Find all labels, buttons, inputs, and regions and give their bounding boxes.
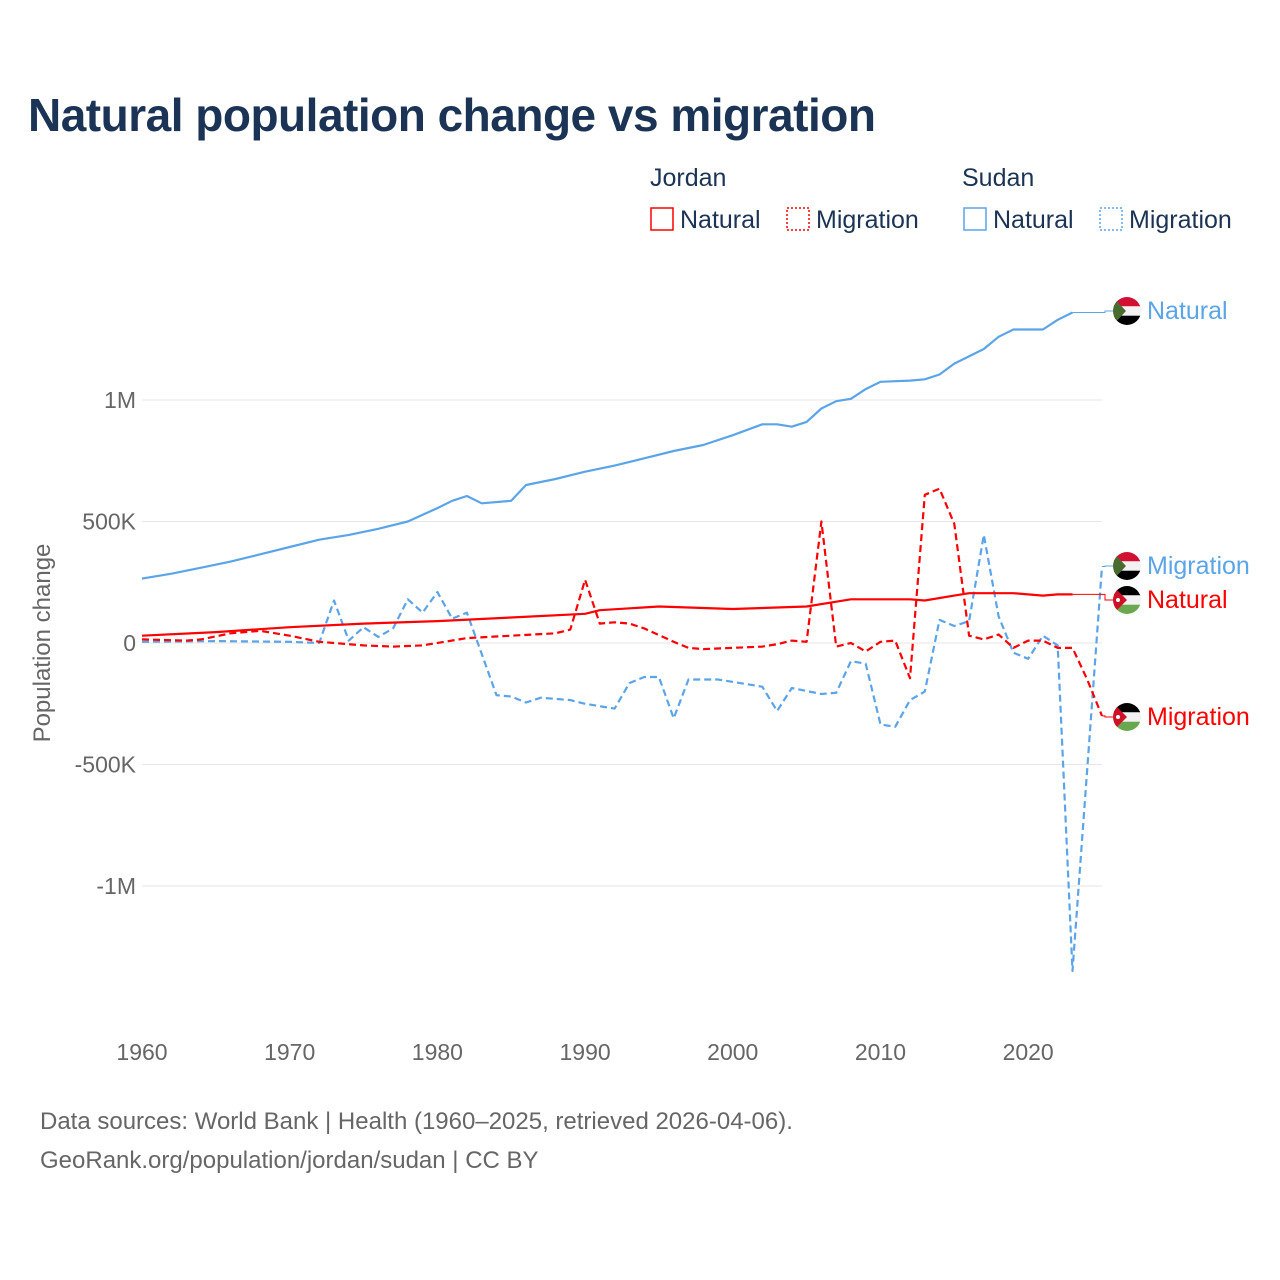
legend-group-sudan: Sudan (962, 164, 1034, 192)
sudan-flag-icon (1113, 552, 1141, 580)
x-tick-label: 1960 (116, 1039, 167, 1065)
end-label-sudan-natural: Natural (1147, 297, 1228, 325)
series-line-jordan-natural (141, 592, 1073, 637)
legend-swatch-sudan-migration (1099, 207, 1123, 231)
series-line-sudan-natural (141, 311, 1073, 580)
legend-swatch-jordan-migration (786, 207, 810, 231)
legend-item-sudan-migration[interactable]: Migration (1129, 206, 1232, 234)
end-label-jordan-natural: Natural (1147, 586, 1228, 614)
end-labels: Natural Migration Natural Migration (1072, 297, 1250, 731)
legend-item-jordan-natural[interactable]: Natural (680, 206, 761, 234)
legend-group-jordan: Jordan (650, 164, 726, 192)
legend-swatch-jordan-natural (650, 207, 674, 231)
x-tick-label: 2020 (1003, 1039, 1054, 1065)
legend: Jordan Natural Migration Sudan Natural M… (650, 164, 1232, 234)
y-tick-label: -1M (96, 873, 136, 899)
label-connector (1072, 593, 1113, 601)
y-axis: 1M 500K 0 -500K -1M (75, 387, 137, 899)
footer-link[interactable]: GeoRank.org/population/jordan/sudan | CC… (40, 1147, 539, 1174)
label-connector (1102, 715, 1113, 718)
series-line-jordan-migration (141, 487, 1104, 717)
chart-title: Natural population change vs migration (28, 89, 876, 141)
legend-item-sudan-natural[interactable]: Natural (993, 206, 1074, 234)
y-tick-label: 1M (104, 387, 136, 413)
x-axis: 1960 1970 1980 1990 2000 2010 2020 (116, 1039, 1053, 1065)
x-tick-label: 1990 (559, 1039, 610, 1065)
y-axis-label: Population change (29, 544, 56, 743)
x-tick-label: 1980 (412, 1039, 463, 1065)
series-lines (141, 311, 1104, 973)
jordan-flag-icon (1113, 586, 1141, 614)
end-label-sudan-migration: Migration (1147, 552, 1250, 580)
x-tick-label: 1970 (264, 1039, 315, 1065)
x-tick-label: 2010 (855, 1039, 906, 1065)
y-tick-label: 500K (82, 509, 136, 535)
label-connector (1072, 310, 1113, 314)
series-line-sudan-migration (141, 533, 1104, 973)
x-tick-label: 2000 (707, 1039, 758, 1065)
legend-swatch-sudan-natural (963, 207, 987, 231)
y-tick-label: -500K (75, 752, 137, 778)
legend-item-jordan-migration[interactable]: Migration (816, 206, 919, 234)
grid (142, 399, 1102, 887)
y-tick-label: 0 (123, 630, 136, 656)
jordan-flag-icon (1113, 703, 1141, 731)
sudan-flag-icon (1113, 297, 1141, 325)
end-label-jordan-migration: Migration (1147, 703, 1250, 731)
footer-source: Data sources: World Bank | Health (1960–… (40, 1108, 793, 1135)
